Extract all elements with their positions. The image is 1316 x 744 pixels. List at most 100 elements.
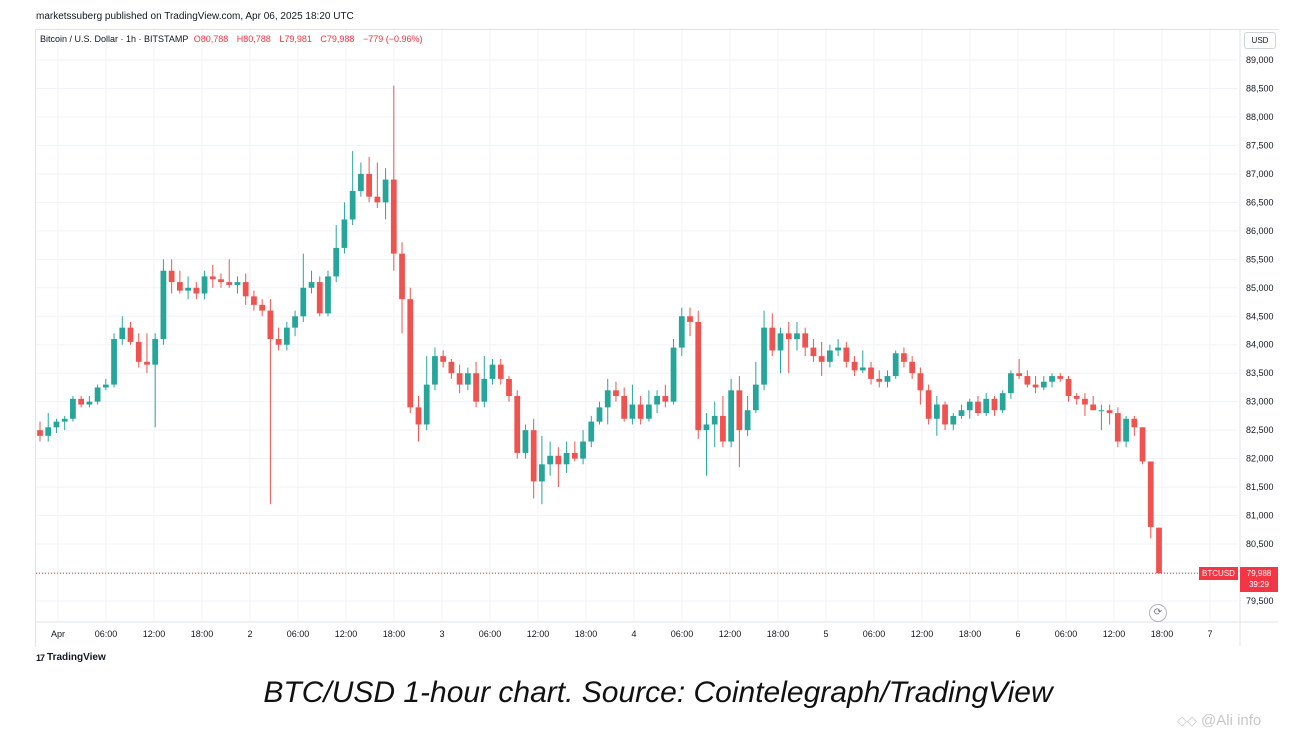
candle-body[interactable] xyxy=(810,347,817,357)
candle-body[interactable] xyxy=(596,407,603,422)
candle-body[interactable] xyxy=(859,367,866,371)
candle-body[interactable] xyxy=(1156,527,1162,574)
candle-body[interactable] xyxy=(588,421,595,442)
candle-body[interactable] xyxy=(1139,427,1146,462)
candle-body[interactable] xyxy=(843,347,850,362)
candle-body[interactable] xyxy=(366,173,372,197)
candle-body[interactable] xyxy=(70,398,76,419)
candle-body[interactable] xyxy=(1016,373,1023,377)
candle-body[interactable] xyxy=(744,410,751,431)
candle-body[interactable] xyxy=(925,390,932,419)
candle-body[interactable] xyxy=(1098,410,1105,412)
candle-body[interactable] xyxy=(1131,418,1138,428)
candle-body[interactable] xyxy=(884,376,891,382)
candle-body[interactable] xyxy=(720,415,726,442)
candle-body[interactable] xyxy=(613,390,619,396)
candle-body[interactable] xyxy=(37,430,43,436)
candle-body[interactable] xyxy=(547,455,554,465)
candle-body[interactable] xyxy=(201,276,208,294)
candle-body[interactable] xyxy=(242,282,249,297)
candle-body[interactable] xyxy=(283,327,290,345)
candle-body[interactable] xyxy=(1040,381,1047,388)
candle-body[interactable] xyxy=(695,321,702,431)
candle-body[interactable] xyxy=(901,353,907,362)
candle-body[interactable] xyxy=(407,299,414,408)
candle-body[interactable] xyxy=(176,282,183,291)
candle-body[interactable] xyxy=(160,270,167,340)
candle-body[interactable] xyxy=(1090,404,1097,411)
candle-body[interactable] xyxy=(86,401,93,405)
candle-body[interactable] xyxy=(975,401,981,414)
candle-body[interactable] xyxy=(687,316,693,322)
candle-body[interactable] xyxy=(629,404,636,419)
candle-body[interactable] xyxy=(61,418,68,422)
candle-body[interactable] xyxy=(333,247,340,277)
candle-body[interactable] xyxy=(1073,395,1080,399)
candle-body[interactable] xyxy=(358,173,364,191)
candle-body[interactable] xyxy=(218,279,224,283)
candle-body[interactable] xyxy=(950,415,957,425)
candle-body[interactable] xyxy=(481,378,488,402)
candle-body[interactable] xyxy=(777,333,784,351)
candle-body[interactable] xyxy=(851,361,858,371)
candle-body[interactable] xyxy=(530,430,537,482)
candle-body[interactable] xyxy=(292,316,298,328)
candle-body[interactable] xyxy=(892,353,899,377)
candle-body[interactable] xyxy=(827,350,833,362)
currency-button[interactable]: USD xyxy=(1244,32,1276,49)
candle-body[interactable] xyxy=(909,361,916,374)
candle-body[interactable] xyxy=(251,296,257,305)
candle-body[interactable] xyxy=(440,356,447,362)
candle-body[interactable] xyxy=(308,282,315,288)
candle-body[interactable] xyxy=(991,398,998,411)
candle-body[interactable] xyxy=(761,327,767,385)
candle-body[interactable] xyxy=(876,378,883,382)
candle-body[interactable] xyxy=(497,364,504,379)
candle-body[interactable] xyxy=(382,179,389,203)
candle-body[interactable] xyxy=(193,287,200,294)
candle-body[interactable] xyxy=(571,452,578,459)
candle-body[interactable] xyxy=(1123,418,1129,442)
candle-body[interactable] xyxy=(794,333,800,340)
candle-body[interactable] xyxy=(670,347,677,402)
candle-body[interactable] xyxy=(637,404,644,419)
candle-body[interactable] xyxy=(1065,378,1072,396)
candle-body[interactable] xyxy=(621,395,628,419)
candle-body[interactable] xyxy=(390,179,397,254)
candle-body[interactable] xyxy=(111,339,117,385)
candle-body[interactable] xyxy=(1049,376,1055,382)
candle-body[interactable] xyxy=(728,390,735,442)
candle-body[interactable] xyxy=(563,452,570,465)
candle-body[interactable] xyxy=(966,401,973,411)
candle-body[interactable] xyxy=(209,276,216,280)
candle-body[interactable] xyxy=(539,464,545,482)
candle-body[interactable] xyxy=(119,327,126,340)
candle-body[interactable] xyxy=(127,327,134,342)
candle-body[interactable] xyxy=(423,384,430,425)
candle-body[interactable] xyxy=(514,395,521,453)
candle-body[interactable] xyxy=(1114,413,1121,442)
candle-body[interactable] xyxy=(1024,376,1031,385)
candle-body[interactable] xyxy=(1008,373,1014,394)
candle-body[interactable] xyxy=(135,341,142,362)
candle-body[interactable] xyxy=(448,361,455,374)
candle-body[interactable] xyxy=(752,384,759,411)
candle-body[interactable] xyxy=(374,196,381,203)
candle-body[interactable] xyxy=(999,393,1006,411)
candle-body[interactable] xyxy=(464,373,471,385)
candle-body[interactable] xyxy=(94,387,101,402)
candle-body[interactable] xyxy=(506,378,512,396)
candle-body[interactable] xyxy=(300,287,307,317)
candle-body[interactable] xyxy=(45,427,52,436)
candle-body[interactable] xyxy=(917,373,924,391)
candle-body[interactable] xyxy=(234,282,241,285)
candle-body[interactable] xyxy=(654,395,660,405)
candle-body[interactable] xyxy=(522,430,529,453)
candle-body[interactable] xyxy=(316,282,323,314)
candle-body[interactable] xyxy=(473,373,479,402)
candle-body[interactable] xyxy=(1032,384,1039,388)
candle-body[interactable] xyxy=(1082,398,1088,405)
candle-body[interactable] xyxy=(415,407,422,425)
candle-body[interactable] xyxy=(267,310,274,340)
candle-body[interactable] xyxy=(78,398,85,405)
